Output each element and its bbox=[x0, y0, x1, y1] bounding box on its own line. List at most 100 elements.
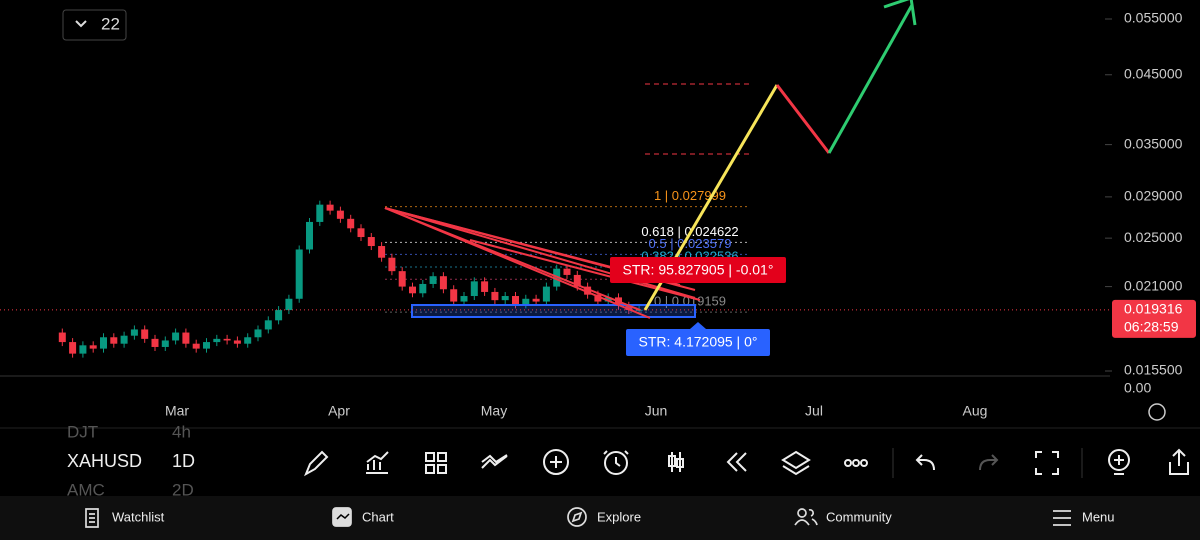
candle bbox=[141, 329, 149, 339]
candle bbox=[110, 337, 118, 344]
compare-icon[interactable] bbox=[481, 454, 508, 469]
candle bbox=[378, 246, 386, 258]
replay-icon[interactable] bbox=[726, 452, 747, 472]
nav-icons bbox=[85, 507, 1071, 528]
candle bbox=[573, 274, 581, 287]
candle bbox=[306, 221, 313, 250]
candle bbox=[336, 210, 344, 219]
x-tick-label: Aug bbox=[963, 403, 988, 419]
chevron-icon bbox=[75, 20, 87, 28]
add-icon[interactable] bbox=[543, 449, 569, 475]
candle bbox=[481, 281, 489, 292]
y-tick-label: 0.015500 bbox=[1124, 362, 1183, 378]
interval-button[interactable] bbox=[62, 9, 127, 41]
candle bbox=[470, 281, 478, 297]
settings-icon[interactable] bbox=[1148, 403, 1166, 421]
y-tick-label: 0.029000 bbox=[1124, 188, 1183, 204]
candle bbox=[522, 298, 530, 305]
candle bbox=[130, 329, 138, 336]
candle bbox=[69, 342, 77, 354]
chart-nav-icon bbox=[336, 513, 350, 520]
candle bbox=[584, 286, 592, 295]
candle bbox=[285, 298, 293, 311]
countdown: 06:28:59 bbox=[1124, 319, 1179, 335]
candle bbox=[264, 320, 272, 330]
candle bbox=[326, 204, 334, 211]
str-label: STR: 95.827905 | -0.01° bbox=[623, 262, 774, 278]
str-pointer bbox=[690, 322, 706, 329]
candle bbox=[532, 298, 540, 302]
candle bbox=[604, 297, 612, 302]
candle bbox=[563, 268, 571, 275]
candle bbox=[203, 342, 210, 349]
candle bbox=[223, 338, 231, 341]
trend-line bbox=[469, 239, 701, 301]
candle bbox=[89, 345, 97, 349]
y-tick-label: 0.025000 bbox=[1124, 229, 1183, 245]
candle bbox=[512, 296, 519, 305]
candle-icon[interactable] bbox=[668, 452, 684, 472]
bottom-nav bbox=[0, 496, 1200, 540]
y-tick-label: 0.045000 bbox=[1124, 65, 1183, 81]
chart-area: 0.015500 0.021000 0.025000 0.029000 0.035000… bbox=[0, 0, 1196, 419]
x-tick-label: Apr bbox=[328, 403, 350, 419]
candle bbox=[295, 249, 303, 299]
candle bbox=[100, 337, 107, 349]
range-box bbox=[411, 304, 696, 318]
candle bbox=[172, 332, 180, 341]
nav-label[interactable]: Menu bbox=[1082, 509, 1115, 524]
candle bbox=[233, 340, 241, 344]
toolbar-icons bbox=[304, 448, 1189, 477]
candle bbox=[491, 291, 499, 301]
candle bbox=[594, 294, 602, 302]
interval[interactable]: 4h bbox=[172, 422, 191, 441]
candle bbox=[213, 338, 221, 343]
candle bbox=[58, 332, 66, 343]
symbol[interactable]: DJT bbox=[67, 422, 98, 441]
candle bbox=[429, 276, 437, 284]
nav-label[interactable]: Community bbox=[826, 509, 892, 524]
interval-count: 22 bbox=[101, 14, 120, 33]
candle bbox=[419, 283, 427, 294]
nav-label[interactable]: Explore bbox=[597, 509, 641, 524]
alert-icon[interactable] bbox=[604, 451, 628, 475]
projection-up bbox=[827, 4, 914, 154]
candle bbox=[460, 296, 468, 302]
candle bbox=[450, 289, 458, 302]
str-box bbox=[610, 257, 786, 283]
fullscreen-icon[interactable] bbox=[1035, 451, 1059, 475]
nav-label[interactable]: Chart bbox=[362, 509, 394, 524]
share-icon[interactable] bbox=[1169, 448, 1189, 475]
price-tag-label: 0.019316 bbox=[1124, 301, 1183, 317]
projection-down bbox=[775, 84, 831, 154]
candle bbox=[244, 337, 252, 344]
candle bbox=[439, 276, 447, 290]
interval[interactable]: 2D bbox=[172, 480, 194, 499]
redo-icon[interactable] bbox=[979, 454, 999, 471]
candle bbox=[79, 345, 87, 354]
idea-icon[interactable] bbox=[1108, 449, 1130, 471]
layout-icon[interactable] bbox=[425, 452, 447, 474]
draw-icon[interactable] bbox=[304, 450, 329, 477]
price-tag bbox=[1112, 299, 1196, 338]
candle bbox=[120, 335, 128, 344]
candle bbox=[367, 237, 375, 247]
nav-label[interactable]: Watchlist bbox=[112, 509, 165, 524]
interval[interactable]: 1D bbox=[172, 451, 195, 471]
candle bbox=[542, 286, 550, 302]
candle bbox=[182, 332, 190, 344]
indicator-icon[interactable] bbox=[366, 451, 389, 474]
candle bbox=[388, 257, 396, 272]
undo-icon[interactable] bbox=[915, 454, 935, 471]
layers-icon[interactable] bbox=[781, 450, 811, 476]
x-tick-label: Jul bbox=[805, 403, 823, 419]
symbol[interactable]: XAHUSD bbox=[67, 451, 142, 471]
candle bbox=[357, 228, 365, 238]
candle bbox=[151, 338, 159, 347]
trend-line bbox=[384, 207, 641, 311]
y-tick-label: 0.021000 bbox=[1124, 277, 1183, 293]
symbol[interactable]: AMC bbox=[67, 480, 105, 499]
candle bbox=[161, 340, 169, 347]
